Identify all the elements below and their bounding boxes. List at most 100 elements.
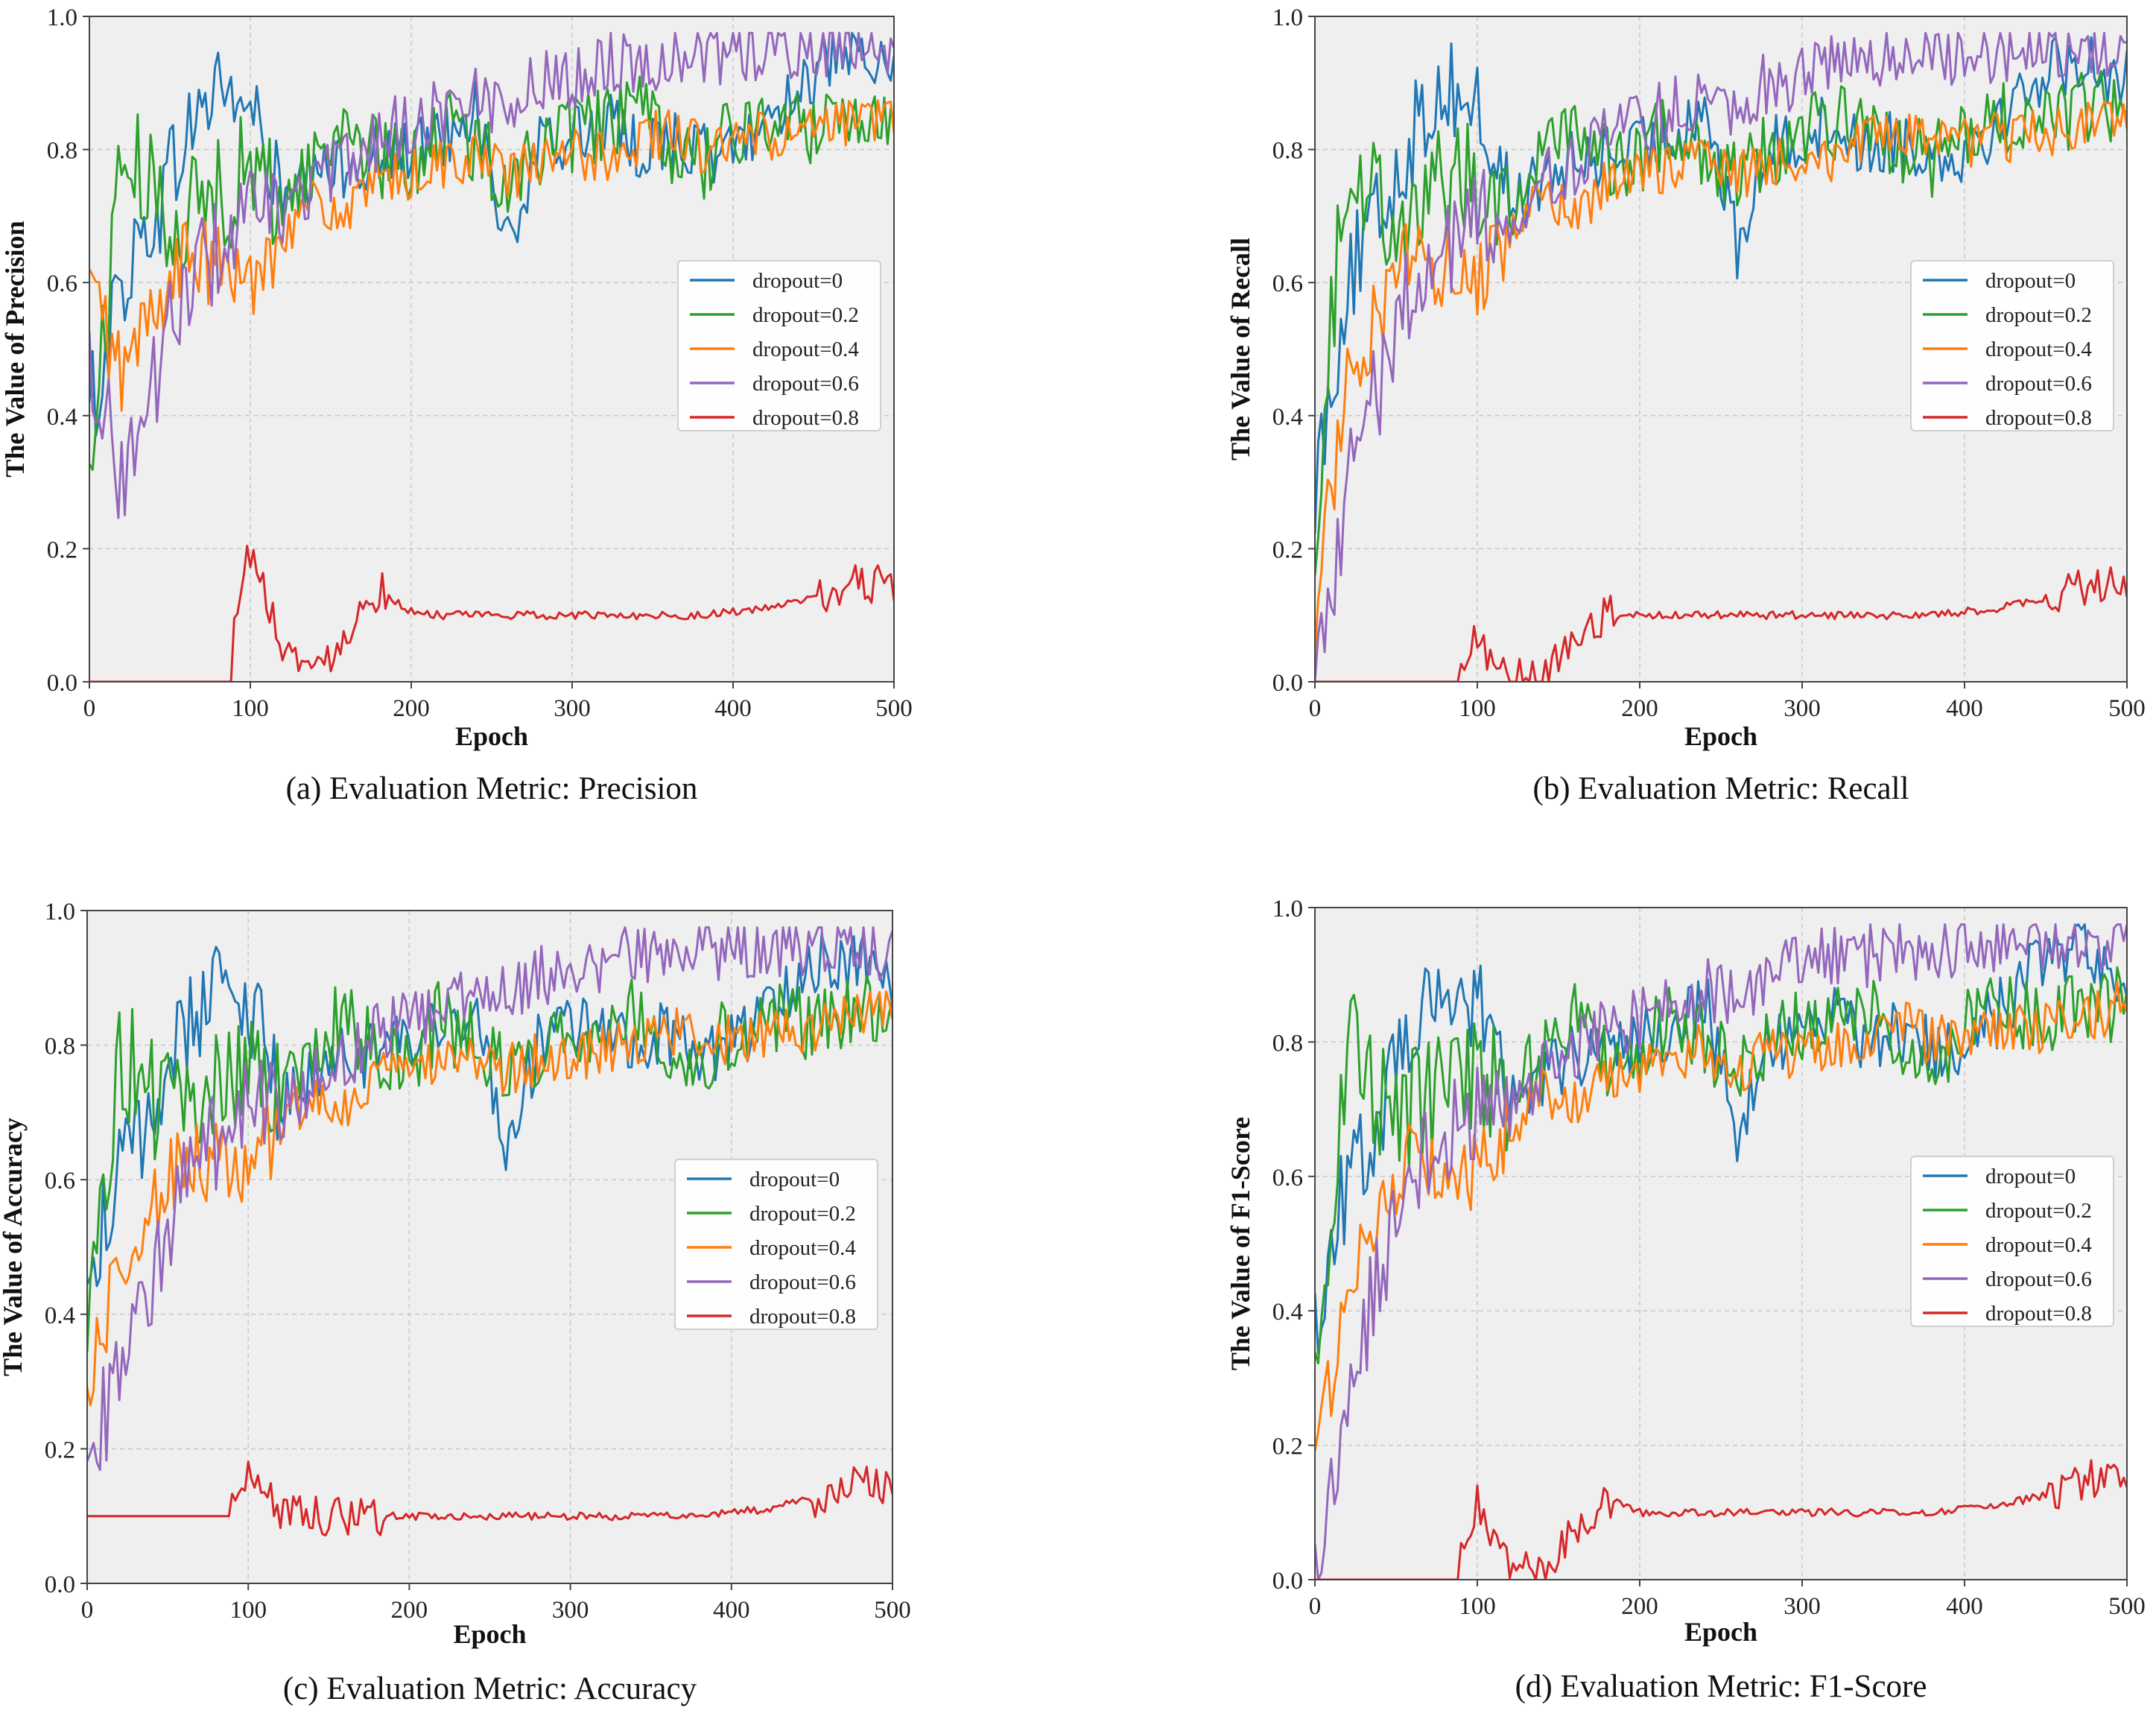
legend-label: dropout=0.6 (1985, 372, 2092, 396)
x-tick-label: 500 (2108, 695, 2146, 722)
legend-label: dropout=0.8 (1985, 406, 2092, 430)
y-axis-label: The Value of Precision (0, 221, 30, 477)
legend-label: dropout=0.8 (749, 1305, 856, 1329)
series-line-dropout=0.4 (87, 990, 892, 1407)
legend: dropout=0 dropout=0.2 dropout=0.4 dropout=0… (677, 260, 881, 431)
x-tick-label: 400 (1946, 1593, 1983, 1620)
y-tick-label: 1.0 (45, 899, 75, 925)
y-tick-label: 0.8 (47, 138, 77, 165)
series-line-dropout=0.6 (1315, 923, 2127, 1580)
chart-panel-1: 0 100 200 300 400 500 0.0 0.2 0.4 0.6 0.8 1.0 Epoch T… (0, 4, 913, 806)
x-tick-label: 0 (1309, 695, 1322, 722)
legend-box (1910, 1156, 2114, 1327)
x-axis-label: Epoch (1684, 1617, 1757, 1647)
y-tick-label: 0.6 (1272, 270, 1303, 297)
x-tick-label: 0 (1309, 1593, 1322, 1620)
legend-label: dropout=0 (1985, 269, 2076, 293)
y-tick-label: 1.0 (1272, 896, 1303, 922)
x-tick-label: 500 (875, 695, 913, 722)
x-tick-label: 500 (874, 1597, 911, 1624)
y-tick-label: 0.6 (1272, 1165, 1303, 1191)
legend-label: dropout=0.4 (749, 1236, 856, 1260)
x-tick-label: 500 (2108, 1593, 2146, 1620)
x-tick-label: 200 (391, 1597, 428, 1624)
legend: dropout=0 dropout=0.2 dropout=0.4 dropout=0… (1910, 1156, 2114, 1327)
y-tick-label: 0.6 (45, 1168, 75, 1194)
y-tick-label: 0.0 (45, 1571, 75, 1598)
x-tick-label: 300 (1784, 1593, 1821, 1620)
y-tick-label: 0.2 (45, 1437, 75, 1463)
series-line-dropout=0.8 (87, 1460, 892, 1536)
axes-frame (86, 910, 893, 1584)
y-tick-label: 0.4 (1272, 1299, 1303, 1326)
series-group (1315, 31, 2127, 682)
legend-box (1910, 260, 2114, 431)
legend: dropout=0 dropout=0.2 dropout=0.4 dropout=0… (674, 1159, 878, 1330)
legend-label: dropout=0.2 (1985, 1199, 2092, 1223)
x-axis-label: Epoch (455, 721, 528, 751)
legend-label: dropout=0 (1985, 1165, 2076, 1188)
series-line-dropout=0.8 (1315, 1459, 2127, 1580)
x-tick-label: 0 (81, 1597, 94, 1624)
y-tick-label: 0.4 (45, 1302, 75, 1329)
x-tick-label: 100 (232, 695, 269, 722)
x-tick-label: 100 (229, 1597, 267, 1624)
y-tick-label: 0.4 (1272, 404, 1303, 431)
y-tick-label: 0.2 (1272, 536, 1303, 563)
panel-caption: (d) Evaluation Metric: F1-Score (1515, 1669, 1927, 1704)
series-line-dropout=0.8 (1315, 566, 2127, 682)
y-tick-label: 0.6 (47, 270, 77, 297)
y-tick-label: 1.0 (1272, 4, 1303, 31)
legend-label: dropout=0.4 (752, 338, 859, 361)
panel-caption: (a) Evaluation Metric: Precision (286, 771, 698, 806)
x-tick-label: 400 (1946, 695, 1983, 722)
series-group (89, 31, 894, 682)
series-line-dropout=0.6 (1315, 31, 2127, 682)
legend-label: dropout=0.4 (1985, 1233, 2092, 1257)
x-tick-label: 400 (713, 1597, 750, 1624)
y-tick-label: 0.4 (47, 404, 77, 431)
y-tick-label: 0.8 (1272, 138, 1303, 165)
x-tick-label: 300 (552, 1597, 589, 1624)
legend-box (674, 1159, 878, 1330)
series-line-dropout=0.8 (89, 545, 894, 682)
x-tick-label: 0 (83, 695, 96, 722)
series-line-dropout=0.2 (89, 75, 894, 471)
legend: dropout=0 dropout=0.2 dropout=0.4 dropout=0… (1910, 260, 2114, 431)
y-tick-label: 0.0 (47, 670, 77, 697)
axes-frame (1314, 16, 2128, 683)
x-tick-label: 100 (1459, 695, 1496, 722)
y-axis-label: The Value of F1-Score (1226, 1117, 1255, 1370)
series-group (87, 926, 892, 1536)
panel-caption: (b) Evaluation Metric: Recall (1532, 771, 1909, 806)
y-tick-label: 0.2 (47, 536, 77, 563)
chart-panel-4: 0 100 200 300 400 500 0.0 0.2 0.4 0.6 0.8 1.0 Epoch T… (1226, 896, 2146, 1704)
panel-caption: (c) Evaluation Metric: Accuracy (283, 1671, 697, 1706)
y-tick-label: 0.0 (1272, 1568, 1303, 1595)
series-line-dropout=0.6 (87, 926, 892, 1472)
series-line-dropout=0 (1315, 923, 2127, 1355)
legend-label: dropout=0.8 (752, 406, 859, 430)
axes-frame (1314, 907, 2128, 1580)
legend-label: dropout=0.8 (1985, 1302, 2092, 1326)
y-tick-label: 0.0 (1272, 670, 1303, 697)
x-tick-label: 400 (714, 695, 752, 722)
x-tick-label: 200 (393, 695, 430, 722)
legend-label: dropout=0.6 (749, 1270, 856, 1294)
y-axis-label: The Value of Recall (1226, 238, 1255, 460)
series-line-dropout=0 (1315, 36, 2127, 534)
legend-label: dropout=0.2 (749, 1202, 856, 1226)
y-tick-label: 1.0 (47, 4, 77, 31)
y-tick-label: 0.8 (45, 1033, 75, 1060)
legend-box (677, 260, 881, 431)
x-axis-label: Epoch (453, 1619, 526, 1649)
x-tick-label: 200 (1621, 695, 1658, 722)
legend-label: dropout=0 (752, 269, 843, 293)
series-line-dropout=0.2 (1315, 70, 2127, 576)
chart-panel-2: 0 100 200 300 400 500 0.0 0.2 0.4 0.6 0.8 1.0 Epoch T… (1226, 4, 2146, 806)
series-line-dropout=0.2 (1315, 966, 2127, 1365)
series-line-dropout=0.6 (89, 31, 894, 519)
chart-panel-3: 0 100 200 300 400 500 0.0 0.2 0.4 0.6 0.8 1.0 Epoch T… (0, 899, 911, 1706)
y-tick-label: 0.2 (1272, 1434, 1303, 1460)
